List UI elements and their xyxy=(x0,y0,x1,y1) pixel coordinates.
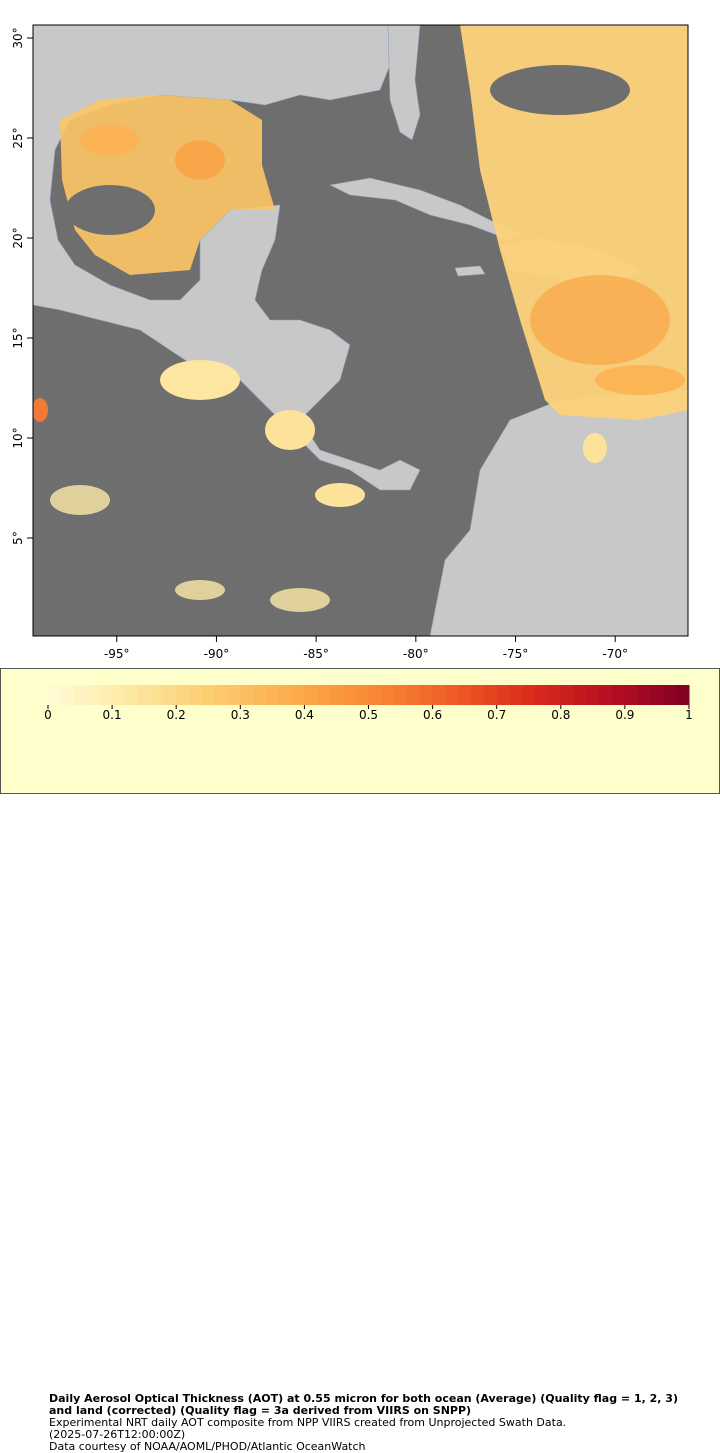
y-tick-label: 20° xyxy=(11,227,25,248)
colorbar-tick-label: 0.4 xyxy=(295,708,314,719)
y-tick-label: 15° xyxy=(11,327,25,348)
colorbar-swatch xyxy=(304,685,318,705)
legend: 0 0.1 0.2 0.3 0.4 0.5 0.6 0.7 0.8 0.9 1 Daily Aero… xyxy=(0,668,720,1453)
colorbar-swatch xyxy=(355,685,369,705)
caption-line: Experimental NRT daily AOT composite fro… xyxy=(49,1416,567,1429)
colorbar-swatch xyxy=(214,685,228,705)
colorbar-swatch xyxy=(86,685,100,705)
colorbar-swatch xyxy=(432,685,446,705)
colorbar-swatch xyxy=(150,685,164,705)
colorbar-swatch xyxy=(522,685,536,705)
colorbar-swatch xyxy=(201,685,216,705)
colorbar-swatch xyxy=(48,685,62,705)
colorbar-tick-label: 1 xyxy=(685,708,693,719)
colorbar-swatch xyxy=(381,685,395,705)
colorbar-swatch xyxy=(112,685,126,705)
colorbar-swatch xyxy=(637,685,652,705)
colorbar-swatch xyxy=(586,685,600,705)
colorbar-swatch xyxy=(176,685,190,705)
colorbar-swatch xyxy=(227,685,241,705)
colorbar-tick-label: 0.1 xyxy=(103,708,122,719)
x-tick-label: -85° xyxy=(303,647,329,661)
colorbar-swatch xyxy=(406,685,421,705)
colorbar-swatch xyxy=(560,685,575,705)
colorbar-swatch xyxy=(368,685,382,705)
colorbar-swatch xyxy=(163,685,177,705)
colorbar-swatch xyxy=(240,685,254,705)
colorbar-tick-label: 0.7 xyxy=(487,708,506,719)
colorbar-swatch xyxy=(330,685,344,705)
colorbar-swatch xyxy=(73,685,87,705)
colorbar-tick-label: 0.5 xyxy=(359,708,378,719)
map: -95° -90° -85° -80° -75° -70° 5° 10° 15° 20° 25° 30… xyxy=(11,24,689,661)
colorbar-swatch xyxy=(573,685,587,705)
colorbar-swatch xyxy=(99,685,113,705)
colorbar-swatch xyxy=(278,685,293,705)
colorbar-swatch xyxy=(124,685,139,705)
colorbar-swatch xyxy=(663,685,677,705)
caption-line: Data courtesy of NOAA/AOML/PHOD/Atlantic… xyxy=(49,1440,366,1453)
colorbar-swatch xyxy=(419,685,434,705)
colorbar-tick-label: 0 xyxy=(44,708,52,719)
colorbar-tick-label: 0.2 xyxy=(167,708,186,719)
colorbar-tick-label: 0.8 xyxy=(551,708,570,719)
colorbar-swatch xyxy=(496,685,511,705)
colorbar-swatch xyxy=(265,685,280,705)
colorbar-swatch xyxy=(60,685,75,705)
aot-patches xyxy=(33,25,688,612)
colorbar-swatch xyxy=(612,685,626,705)
x-tick-label: -80° xyxy=(403,647,429,661)
caption-title: Daily Aerosol Optical Thickness (AOT) at… xyxy=(49,1392,678,1417)
page: {"map": {"xlim": [-99.2, -66.35], "ylim"… xyxy=(0,24,720,1453)
colorbar-swatch xyxy=(624,685,639,705)
caption-line: (2025-07-26T12:00:00Z) xyxy=(49,1428,186,1441)
colorbar-tick-label: 0.3 xyxy=(231,708,250,719)
colorbar: 0 0.1 0.2 0.3 0.4 0.5 0.6 0.7 0.8 0.9 1 xyxy=(44,685,693,719)
colorbar-swatch xyxy=(291,685,305,705)
colorbar-swatch xyxy=(394,685,408,705)
y-tick-label: 5° xyxy=(11,531,25,545)
colorbar-swatch xyxy=(471,685,485,705)
x-tick-label: -75° xyxy=(503,647,529,661)
colorbar-swatch xyxy=(676,685,690,705)
colorbar-swatch xyxy=(483,685,498,705)
colorbar-swatch xyxy=(535,685,549,705)
colorbar-swatch xyxy=(445,685,459,705)
caption: Daily Aerosol Optical Thickness (AOT) at… xyxy=(49,1393,679,1453)
y-tick-label: 10° xyxy=(11,427,25,448)
colorbar-tick-label: 0.9 xyxy=(615,708,634,719)
map-frame xyxy=(32,24,689,637)
colorbar-swatch xyxy=(137,685,152,705)
map-area xyxy=(33,25,688,636)
colorbar-swatch xyxy=(509,685,523,705)
colorbar-swatch xyxy=(650,685,664,705)
y-tick-label: 30° xyxy=(11,27,25,48)
x-tick-label: -95° xyxy=(104,647,130,661)
colorbar-swatch xyxy=(189,685,203,705)
colorbar-swatch xyxy=(599,685,613,705)
colorbar-swatch xyxy=(342,685,357,705)
x-tick-label: -90° xyxy=(204,647,230,661)
colorbar-swatch xyxy=(317,685,331,705)
x-tick-label: -70° xyxy=(602,647,628,661)
colorbar-tick-label: 0.6 xyxy=(423,708,442,719)
colorbar-swatch xyxy=(253,685,267,705)
colorbar-swatch xyxy=(458,685,472,705)
y-tick-label: 25° xyxy=(11,127,25,148)
colorbar-swatch xyxy=(547,685,562,705)
